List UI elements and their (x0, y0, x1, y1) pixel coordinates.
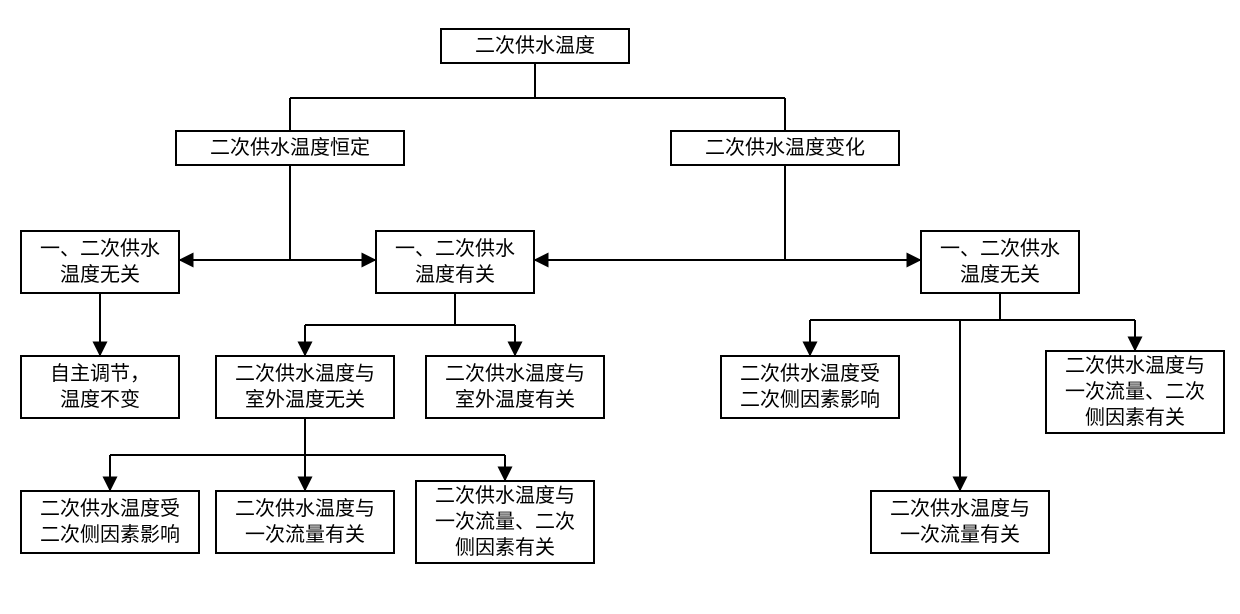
node-label: 二次供水温度与一次流量、二次侧因素有关 (435, 483, 575, 561)
node-label: 一、二次供水温度无关 (40, 236, 160, 288)
node-constant-temp: 二次供水温度恒定 (175, 130, 405, 166)
node-label: 二次供水温度受二次侧因素影响 (740, 361, 880, 413)
node-primary-flow-1: 二次供水温度与一次流量有关 (215, 490, 395, 554)
node-secondary-factor-2: 二次供水温度受二次侧因素影响 (20, 490, 200, 554)
node-outdoor-unrelated: 二次供水温度与室外温度无关 (215, 355, 395, 419)
flowchart-canvas: 二次供水温度 二次供水温度恒定 二次供水温度变化 一、二次供水温度无关 一、二次… (0, 0, 1240, 614)
node-unrelated-2: 一、二次供水温度无关 (920, 230, 1080, 294)
node-primary-flow-2: 二次供水温度与一次流量有关 (870, 490, 1050, 554)
node-secondary-factor-1: 二次供水温度受二次侧因素影响 (720, 355, 900, 419)
node-label: 一、二次供水温度无关 (940, 236, 1060, 288)
node-label: 二次供水温度与一次流量有关 (235, 496, 375, 548)
node-unrelated-1: 一、二次供水温度无关 (20, 230, 180, 294)
node-related: 一、二次供水温度有关 (375, 230, 535, 294)
node-label: 一、二次供水温度有关 (395, 236, 515, 288)
node-label: 自主调节，温度不变 (50, 361, 150, 413)
node-self-adjust: 自主调节，温度不变 (20, 355, 180, 419)
node-label: 二次供水温度变化 (705, 135, 865, 161)
node-outdoor-related: 二次供水温度与室外温度有关 (425, 355, 605, 419)
node-label: 二次供水温度与一次流量、二次侧因素有关 (1065, 353, 1205, 431)
node-label: 二次供水温度与室外温度无关 (235, 361, 375, 413)
node-label: 二次供水温度恒定 (210, 135, 370, 161)
node-label: 二次供水温度与室外温度有关 (445, 361, 585, 413)
node-primary-secondary-2: 二次供水温度与一次流量、二次侧因素有关 (415, 480, 595, 564)
node-primary-secondary-1: 二次供水温度与一次流量、二次侧因素有关 (1045, 350, 1225, 434)
node-label: 二次供水温度受二次侧因素影响 (40, 496, 180, 548)
node-variable-temp: 二次供水温度变化 (670, 130, 900, 166)
node-label: 二次供水温度 (475, 33, 595, 59)
node-label: 二次供水温度与一次流量有关 (890, 496, 1030, 548)
node-root: 二次供水温度 (440, 28, 630, 64)
